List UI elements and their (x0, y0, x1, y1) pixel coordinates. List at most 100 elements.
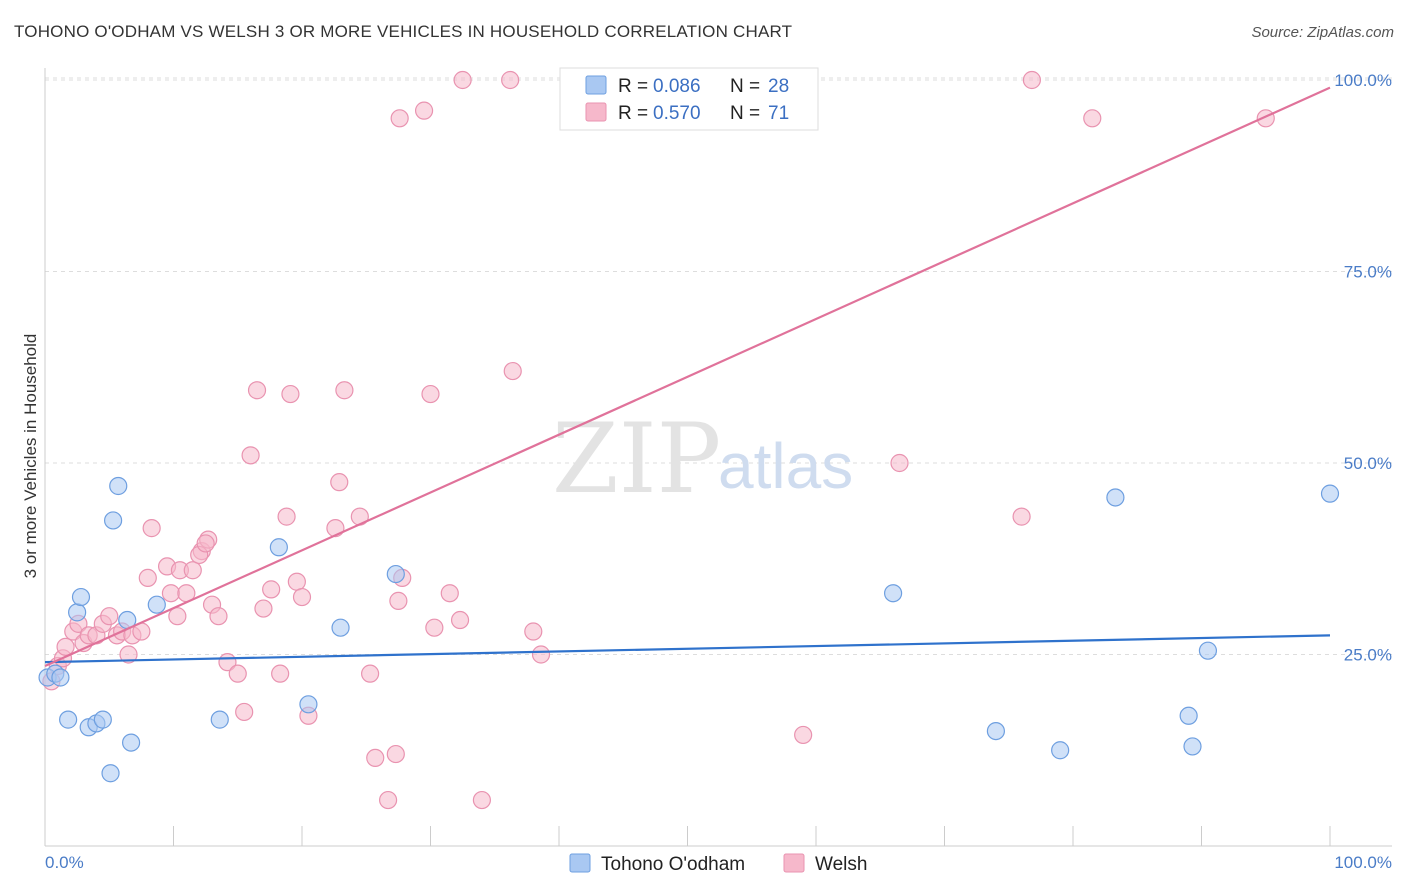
welsh-point (890, 453, 909, 473)
tohono-point (210, 710, 229, 729)
tohono-point (109, 476, 128, 496)
tohono-points (38, 476, 1340, 783)
tohono-point (986, 721, 1006, 741)
axes (44, 68, 1392, 847)
welsh-point (421, 384, 440, 404)
tohono-point (121, 733, 141, 752)
welsh-point (330, 473, 349, 492)
grid-lines (45, 77, 1392, 655)
welsh-point (235, 702, 254, 722)
source-label: Source: ZipAtlas.com (1251, 24, 1394, 41)
legend-n-label-tohono: N = (730, 76, 760, 97)
welsh-point (524, 622, 543, 641)
welsh-point (271, 664, 290, 683)
y-tick-label: 100.0% (1334, 71, 1392, 90)
y-tick-labels: 25.0% 50.0% 75.0% 100.0% (1334, 71, 1392, 665)
tohono-point (1179, 706, 1198, 725)
bottom-legend-swatch-welsh (783, 853, 805, 873)
welsh-point (335, 381, 354, 400)
tohono-point (51, 668, 70, 687)
welsh-point (326, 519, 345, 538)
welsh-point (277, 507, 296, 526)
welsh-point (414, 101, 434, 120)
legend-swatch-welsh (585, 102, 607, 122)
chart-title: TOHONO O'ODHAM VS WELSH 3 OR MORE VEHICL… (14, 22, 793, 41)
legend-r-value-tohono: 0.086 (653, 76, 701, 97)
welsh-point (183, 561, 202, 580)
tohono-point (386, 564, 405, 584)
tohono-point (269, 538, 288, 557)
welsh-point (366, 748, 385, 768)
welsh-point (450, 610, 470, 630)
y-tick-label: 50.0% (1344, 454, 1392, 473)
y-tick-label: 25.0% (1344, 646, 1392, 665)
trend-lines (44, 86, 1331, 667)
tohono-point (331, 618, 350, 637)
watermark: ZIP atlas (552, 403, 853, 515)
x-tick-label-max: 100.0% (1334, 853, 1392, 872)
legend-n-value-tohono: 28 (768, 76, 789, 97)
welsh-point (386, 744, 405, 764)
welsh-point (161, 584, 181, 603)
watermark-zip: ZIP (552, 403, 721, 515)
tohono-trend-line (44, 634, 1331, 664)
welsh-point (254, 599, 273, 618)
welsh-point (472, 790, 491, 810)
welsh-point (138, 568, 157, 588)
tohono-point (101, 764, 120, 783)
welsh-point (501, 70, 520, 90)
welsh-point (292, 587, 312, 607)
legend-r-label-welsh: R = (618, 103, 648, 124)
welsh-trend-line (44, 86, 1331, 667)
welsh-point (390, 109, 409, 128)
legend: R = 0.086 N = 28 R = 0.570 N = 71 (559, 67, 819, 131)
tohono-point (1106, 488, 1125, 507)
welsh-point (228, 664, 247, 683)
legend-swatch-tohono (585, 75, 607, 95)
tohono-point (883, 584, 903, 603)
legend-r-label-tohono: R = (618, 76, 648, 97)
welsh-point (503, 361, 522, 381)
y-axis-title: 3 or more Vehicles in Household (21, 334, 40, 579)
welsh-point (168, 607, 187, 626)
welsh-point (425, 618, 444, 637)
welsh-point (378, 790, 398, 810)
tohono-point (59, 710, 78, 729)
tohono-point (1051, 741, 1070, 760)
y-tick-label: 75.0% (1344, 263, 1392, 282)
welsh-point (196, 534, 215, 553)
welsh-point (142, 519, 161, 538)
legend-n-value-welsh: 71 (768, 103, 789, 124)
bottom-legend-label-tohono: Tohono O'odham (601, 854, 745, 875)
tohono-point (1320, 484, 1340, 503)
welsh-point (361, 664, 380, 683)
tohono-point (1198, 641, 1218, 660)
legend-r-value-welsh: 0.570 (653, 103, 701, 124)
welsh-point (281, 384, 300, 404)
watermark-atlas: atlas (718, 430, 853, 502)
welsh-point (241, 446, 260, 465)
tohono-point (93, 710, 112, 729)
tohono-point (71, 587, 91, 607)
welsh-point (794, 725, 813, 745)
welsh-point (262, 580, 281, 599)
welsh-point (119, 645, 138, 664)
bottom-legend-swatch-tohono (569, 853, 591, 873)
welsh-point (56, 637, 75, 656)
welsh-point (247, 381, 267, 400)
welsh-point (1022, 70, 1041, 90)
tohono-point (147, 595, 166, 614)
welsh-point (209, 607, 228, 626)
welsh-point (453, 70, 472, 90)
welsh-point (1083, 109, 1102, 128)
welsh-point (531, 645, 551, 664)
welsh-point (287, 572, 306, 591)
tohono-point (299, 695, 318, 714)
x-ticks (44, 826, 1331, 846)
tohono-point (1183, 737, 1202, 756)
welsh-point (389, 591, 408, 610)
bottom-legend-label-welsh: Welsh (815, 854, 867, 875)
tohono-point (104, 511, 123, 530)
tohono-point (68, 603, 87, 622)
